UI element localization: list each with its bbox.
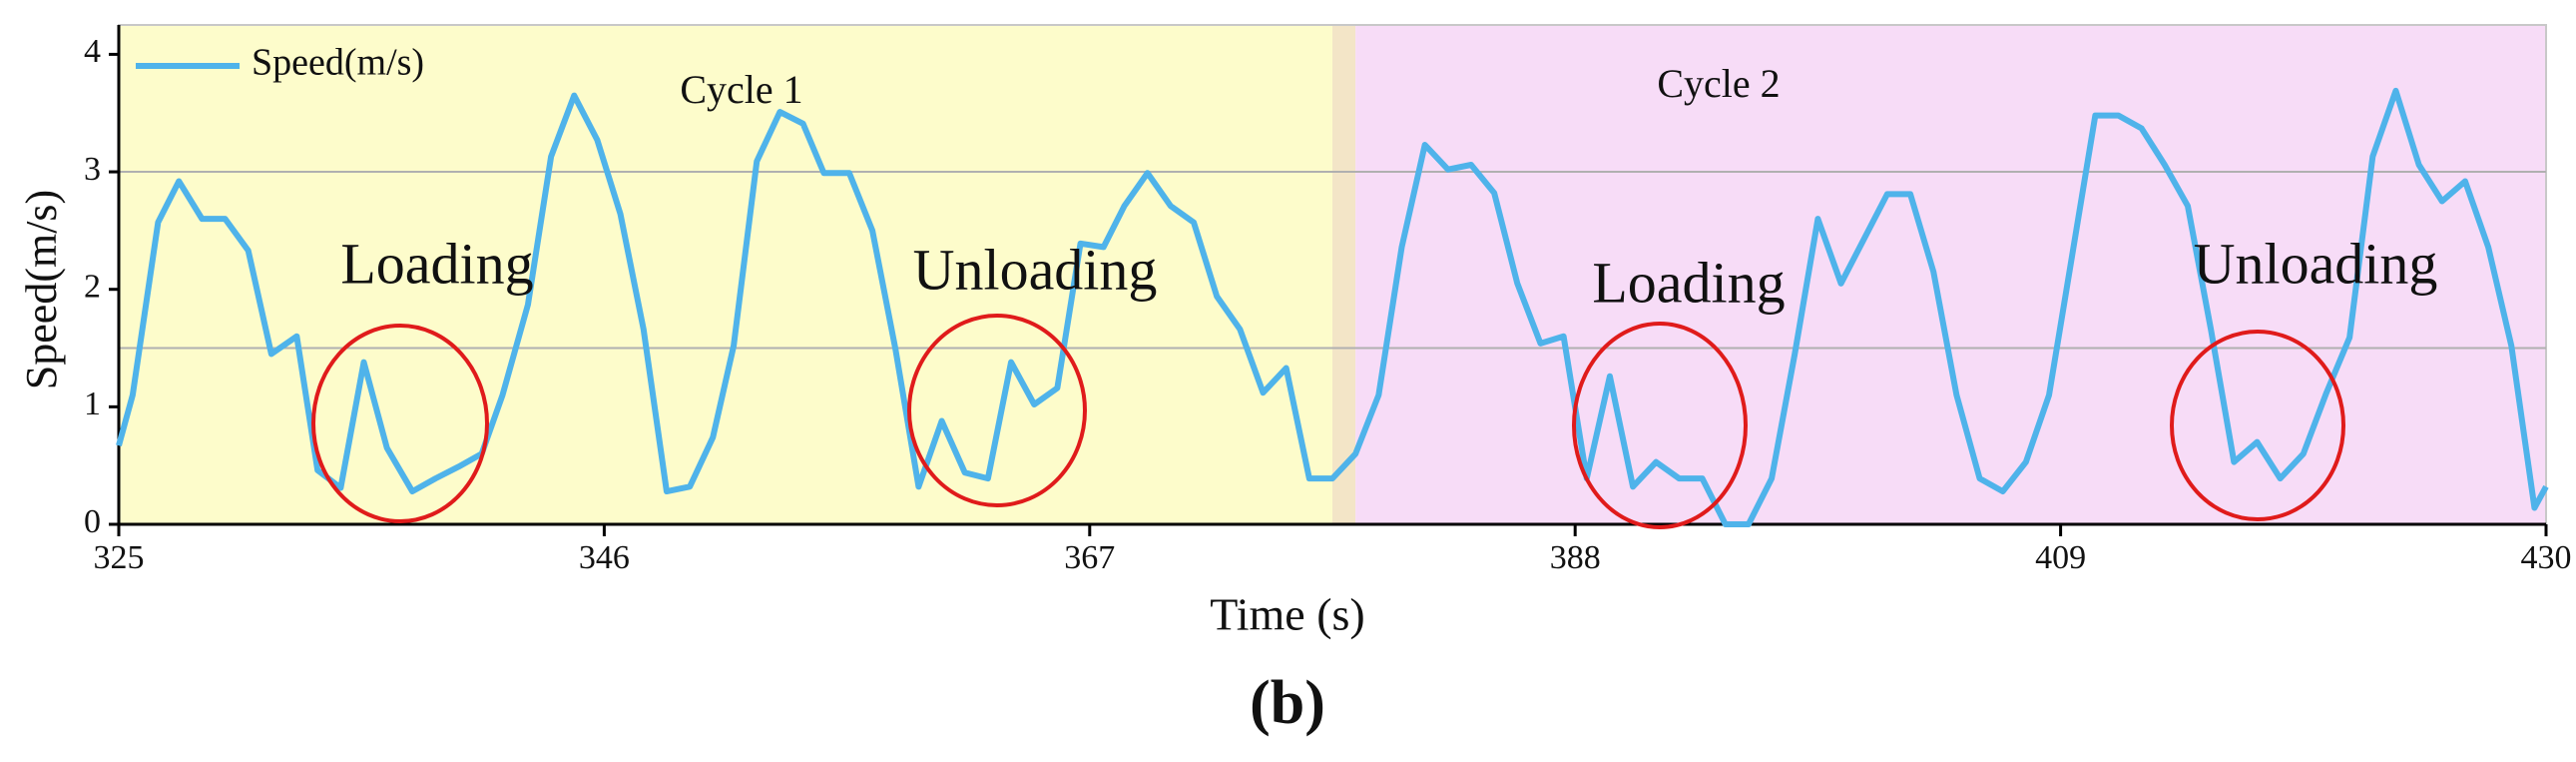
annotation: Unloading xyxy=(2194,231,2438,296)
highlight-circle xyxy=(2170,330,2345,521)
x-tick-label: 367 xyxy=(1064,539,1115,576)
annotation: Loading xyxy=(1592,250,1785,315)
regions xyxy=(118,24,2547,525)
y-tick-label: 4 xyxy=(84,33,101,70)
y-tick-label: 3 xyxy=(84,151,101,188)
x-tick-label: 409 xyxy=(2035,539,2086,576)
y-axis-label: Speed(m/s) xyxy=(17,190,66,389)
x-tick-label: 325 xyxy=(94,539,145,576)
annotation: Loading xyxy=(340,231,533,296)
y-tick-label: 0 xyxy=(84,503,101,540)
series-line xyxy=(116,87,2549,527)
x-tick-label: 430 xyxy=(2521,539,2572,576)
highlight-circle xyxy=(1572,322,1748,529)
y-tick-label: 2 xyxy=(84,269,101,306)
region-label: Cycle 2 xyxy=(1657,61,1780,106)
legend-label: Speed(m/s) xyxy=(252,42,424,84)
region xyxy=(119,25,1332,524)
plot: 0 1 2 3 4 325 346 367 388 409 430 xyxy=(84,25,2572,576)
x-tick-label: 388 xyxy=(1550,539,1601,576)
region xyxy=(1332,25,1356,524)
x-axis-label: Time (s) xyxy=(1210,589,1365,640)
caption: (b) xyxy=(1250,669,1325,737)
region-label: Cycle 1 xyxy=(680,67,802,112)
highlight-circle xyxy=(311,324,489,523)
annotation: Unloading xyxy=(913,237,1158,302)
y-tick-label: 1 xyxy=(84,385,101,422)
x-tick-label: 346 xyxy=(579,539,630,576)
region xyxy=(1355,25,2546,524)
grid xyxy=(119,171,2546,350)
highlight-circles xyxy=(311,314,2345,529)
highlight-circle xyxy=(907,314,1087,507)
